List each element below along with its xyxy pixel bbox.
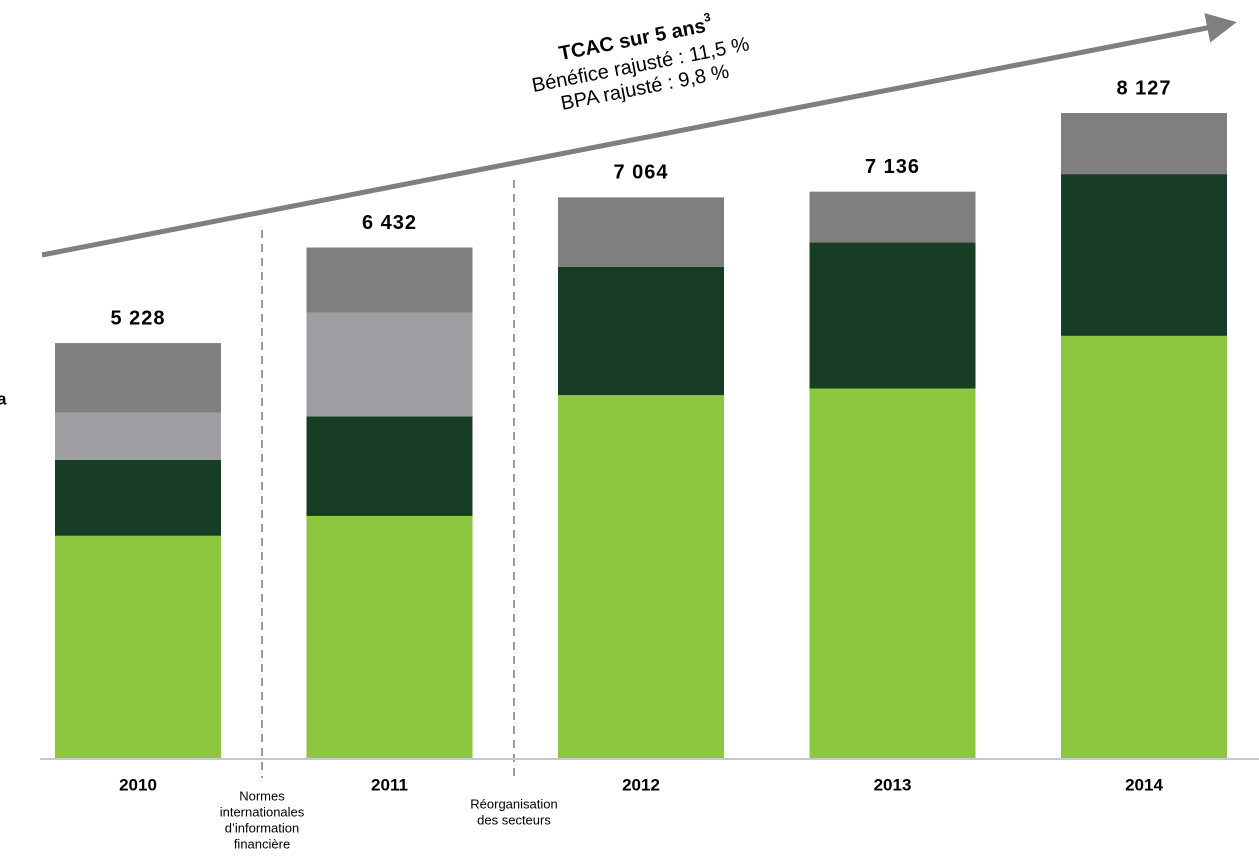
annotation: d’information <box>225 820 299 835</box>
annotation: financière <box>234 836 290 851</box>
annotation: Normes <box>239 788 285 803</box>
bar-segment <box>1061 113 1227 175</box>
total-label: 6 432 <box>362 212 417 234</box>
bar-segment <box>1061 335 1227 758</box>
bar-segment <box>558 266 724 396</box>
bar-segment <box>558 197 724 267</box>
bar-segment <box>809 242 976 389</box>
annotation: des secteurs <box>477 812 551 827</box>
bar-segment <box>55 535 221 758</box>
x-tick-label: 2012 <box>622 775 660 794</box>
trend-arrow <box>41 13 1237 258</box>
total-label: 5 228 <box>110 307 165 329</box>
annotation: internationales <box>220 804 305 819</box>
bar-segment <box>55 412 221 460</box>
annotation: Réorganisation <box>470 796 557 811</box>
bar-segment <box>809 191 976 243</box>
cagr-box: TCAC sur 5 ans3 Bénéfice rajusté : 11,5 … <box>530 10 751 115</box>
bar-segment <box>55 343 221 413</box>
bar-segment <box>55 459 221 536</box>
x-tick-label: 2010 <box>119 775 157 794</box>
bar-segment <box>306 515 473 758</box>
legend-fragment: a <box>0 389 7 408</box>
total-label: 7 136 <box>865 156 920 178</box>
x-tick-label: 2014 <box>1125 775 1163 794</box>
bar-segment <box>306 247 473 313</box>
bar-segment <box>809 388 976 758</box>
bar-segment <box>306 416 473 516</box>
total-label: 8 127 <box>1116 77 1171 99</box>
total-label: 7 064 <box>613 162 668 184</box>
x-tick-label: 2013 <box>874 775 912 794</box>
bar-segment <box>306 312 473 417</box>
bar-segment <box>1061 174 1227 336</box>
bar-segment <box>558 395 724 758</box>
cagr-sup: 3 <box>703 10 713 25</box>
x-tick-label: 2011 <box>371 775 408 794</box>
